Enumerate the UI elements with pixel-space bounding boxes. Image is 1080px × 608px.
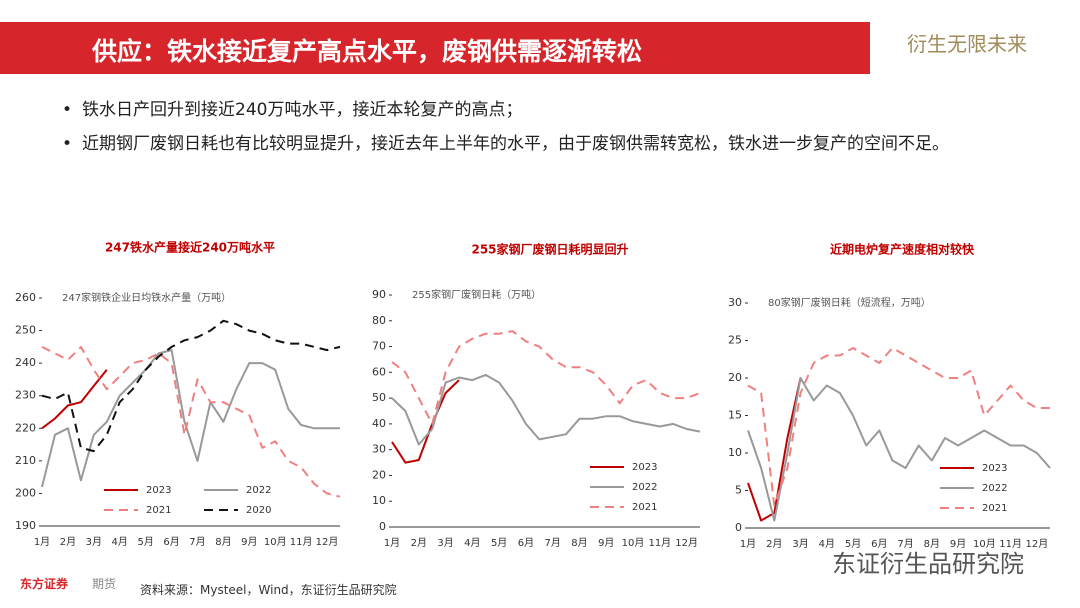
x-tick-label: 2月 [766,538,782,550]
series-line [41,349,340,488]
x-tick-label: 1月 [34,536,50,548]
legend-label: 2022 [632,482,657,493]
series-line [41,319,341,453]
bullet: 近期钢厂废钢日耗也有比较明显提升，接近去年上半年的水平，由于废钢供需转宽松，铁水… [62,127,982,161]
y-tick-label: 80 [372,314,386,327]
y-tick-label: 90 [372,288,386,301]
y-tick-label: 40 [372,417,386,430]
x-tick-label: 7月 [189,536,205,548]
legend-label: 2021 [146,505,171,516]
y-tick-label: 15 [728,409,742,422]
y-tick-label: 0 [379,520,386,533]
y-tick-label: 190 [15,519,36,532]
chart-title: 247铁水产量接近240万吨水平 [105,240,275,255]
x-tick-label: 4月 [464,537,480,549]
series-line [747,377,802,522]
x-tick-label: 11月 [999,538,1022,550]
legend-label: 2020 [246,505,271,516]
x-tick-label: 6月 [163,536,179,548]
y-tick-label: 60 [372,365,386,378]
y-tick-label: 10 [372,494,386,507]
x-tick-label: 7月 [545,537,561,549]
watermark: 东证衍生品研究院 [832,550,1024,578]
y-tick-label: 70 [372,340,386,353]
x-tick-label: 8月 [215,536,231,548]
y-tick-label: 260 [15,291,36,304]
y-tick-label: 5 [735,484,742,497]
x-tick-label: 9月 [598,537,614,549]
x-tick-label: 6月 [871,538,887,550]
x-tick-label: 6月 [518,537,534,549]
y-tick-label: 25 [728,334,742,347]
logo-sub: 期货 [92,577,117,591]
x-tick-label: 10月 [973,538,996,550]
slogan: 衍生无限未来 [907,32,1027,56]
legend-label: 2023 [146,485,171,496]
y-tick-label: 230 [15,389,36,402]
y-tick-label: 240 [15,356,36,369]
header: 供应：铁水接近复产高点水平，废钢供需逐渐转松 [0,22,870,74]
logo: 东方证券 [20,577,69,591]
y-tick-label: 210 [15,454,36,467]
source: 资料来源：Mysteel，Wind，东证衍生品研究院 [140,583,397,597]
slide-title: 供应：铁水接近复产高点水平，废钢供需逐渐转松 [92,37,643,66]
x-tick-label: 3月 [437,537,453,549]
x-tick-label: 9月 [950,538,966,550]
x-tick-label: 12月 [1026,538,1049,550]
x-tick-label: 2月 [60,536,76,548]
legend-label: 2021 [632,502,657,513]
y-tick-label: 20 [728,371,742,384]
x-tick-label: 1月 [384,537,400,549]
y-tick-label: 220 [15,421,36,434]
series-line [41,345,341,498]
x-tick-label: 8月 [571,537,587,549]
legend-label: 2023 [982,463,1007,474]
y-tick-label: 200 [15,486,36,499]
x-tick-label: 11月 [290,536,313,548]
chart-subtitle: 80家钢厂废钢日耗（短流程，万吨） [768,296,931,309]
bullets: 铁水日产回升到接近240万吨水平，接近本轮复产的高点； 近期钢厂废钢日耗也有比较… [62,93,982,161]
y-tick-label: 0 [735,521,742,534]
chart-title: 近期电炉复产速度相对较快 [830,242,975,257]
x-tick-label: 4月 [819,538,835,550]
chart-subtitle: 247家钢铁企业日均铁水产量（万吨） [62,291,231,304]
x-tick-label: 1月 [740,538,756,550]
x-tick-label: 3月 [86,536,102,548]
x-tick-label: 12月 [675,537,698,549]
bullet: 铁水日产回升到接近240万吨水平，接近本轮复产的高点； [62,93,982,127]
x-tick-label: 5月 [137,536,153,548]
y-tick-label: 250 [15,324,36,337]
x-tick-label: 11月 [648,537,671,549]
legend-label: 2021 [982,503,1007,514]
chart-subtitle: 255家钢厂废钢日耗（万吨） [412,288,541,301]
legend-label: 2023 [632,462,657,473]
x-tick-label: 10月 [622,537,645,549]
x-tick-label: 2月 [411,537,427,549]
y-tick-label: 20 [372,468,386,481]
x-tick-label: 5月 [491,537,507,549]
legend-label: 2022 [246,485,271,496]
series-line [41,369,108,430]
series-line [391,373,701,446]
series-line [747,347,1050,507]
y-tick-label: 50 [372,391,386,404]
y-tick-label: 30 [372,443,386,456]
x-tick-label: 3月 [792,538,808,550]
x-tick-label: 12月 [316,536,339,548]
chart-title: 255家钢厂废钢日耗明显回升 [471,242,628,257]
x-tick-label: 7月 [897,538,913,550]
legend-label: 2022 [982,483,1007,494]
x-tick-label: 5月 [845,538,861,550]
series-line [747,377,1051,522]
x-tick-label: 4月 [112,536,128,548]
series-line [391,379,460,464]
x-tick-label: 8月 [924,538,940,550]
x-tick-label: 10月 [264,536,287,548]
x-tick-label: 9月 [241,536,257,548]
y-tick-label: 10 [728,446,742,459]
y-tick-label: 30 [728,296,742,309]
